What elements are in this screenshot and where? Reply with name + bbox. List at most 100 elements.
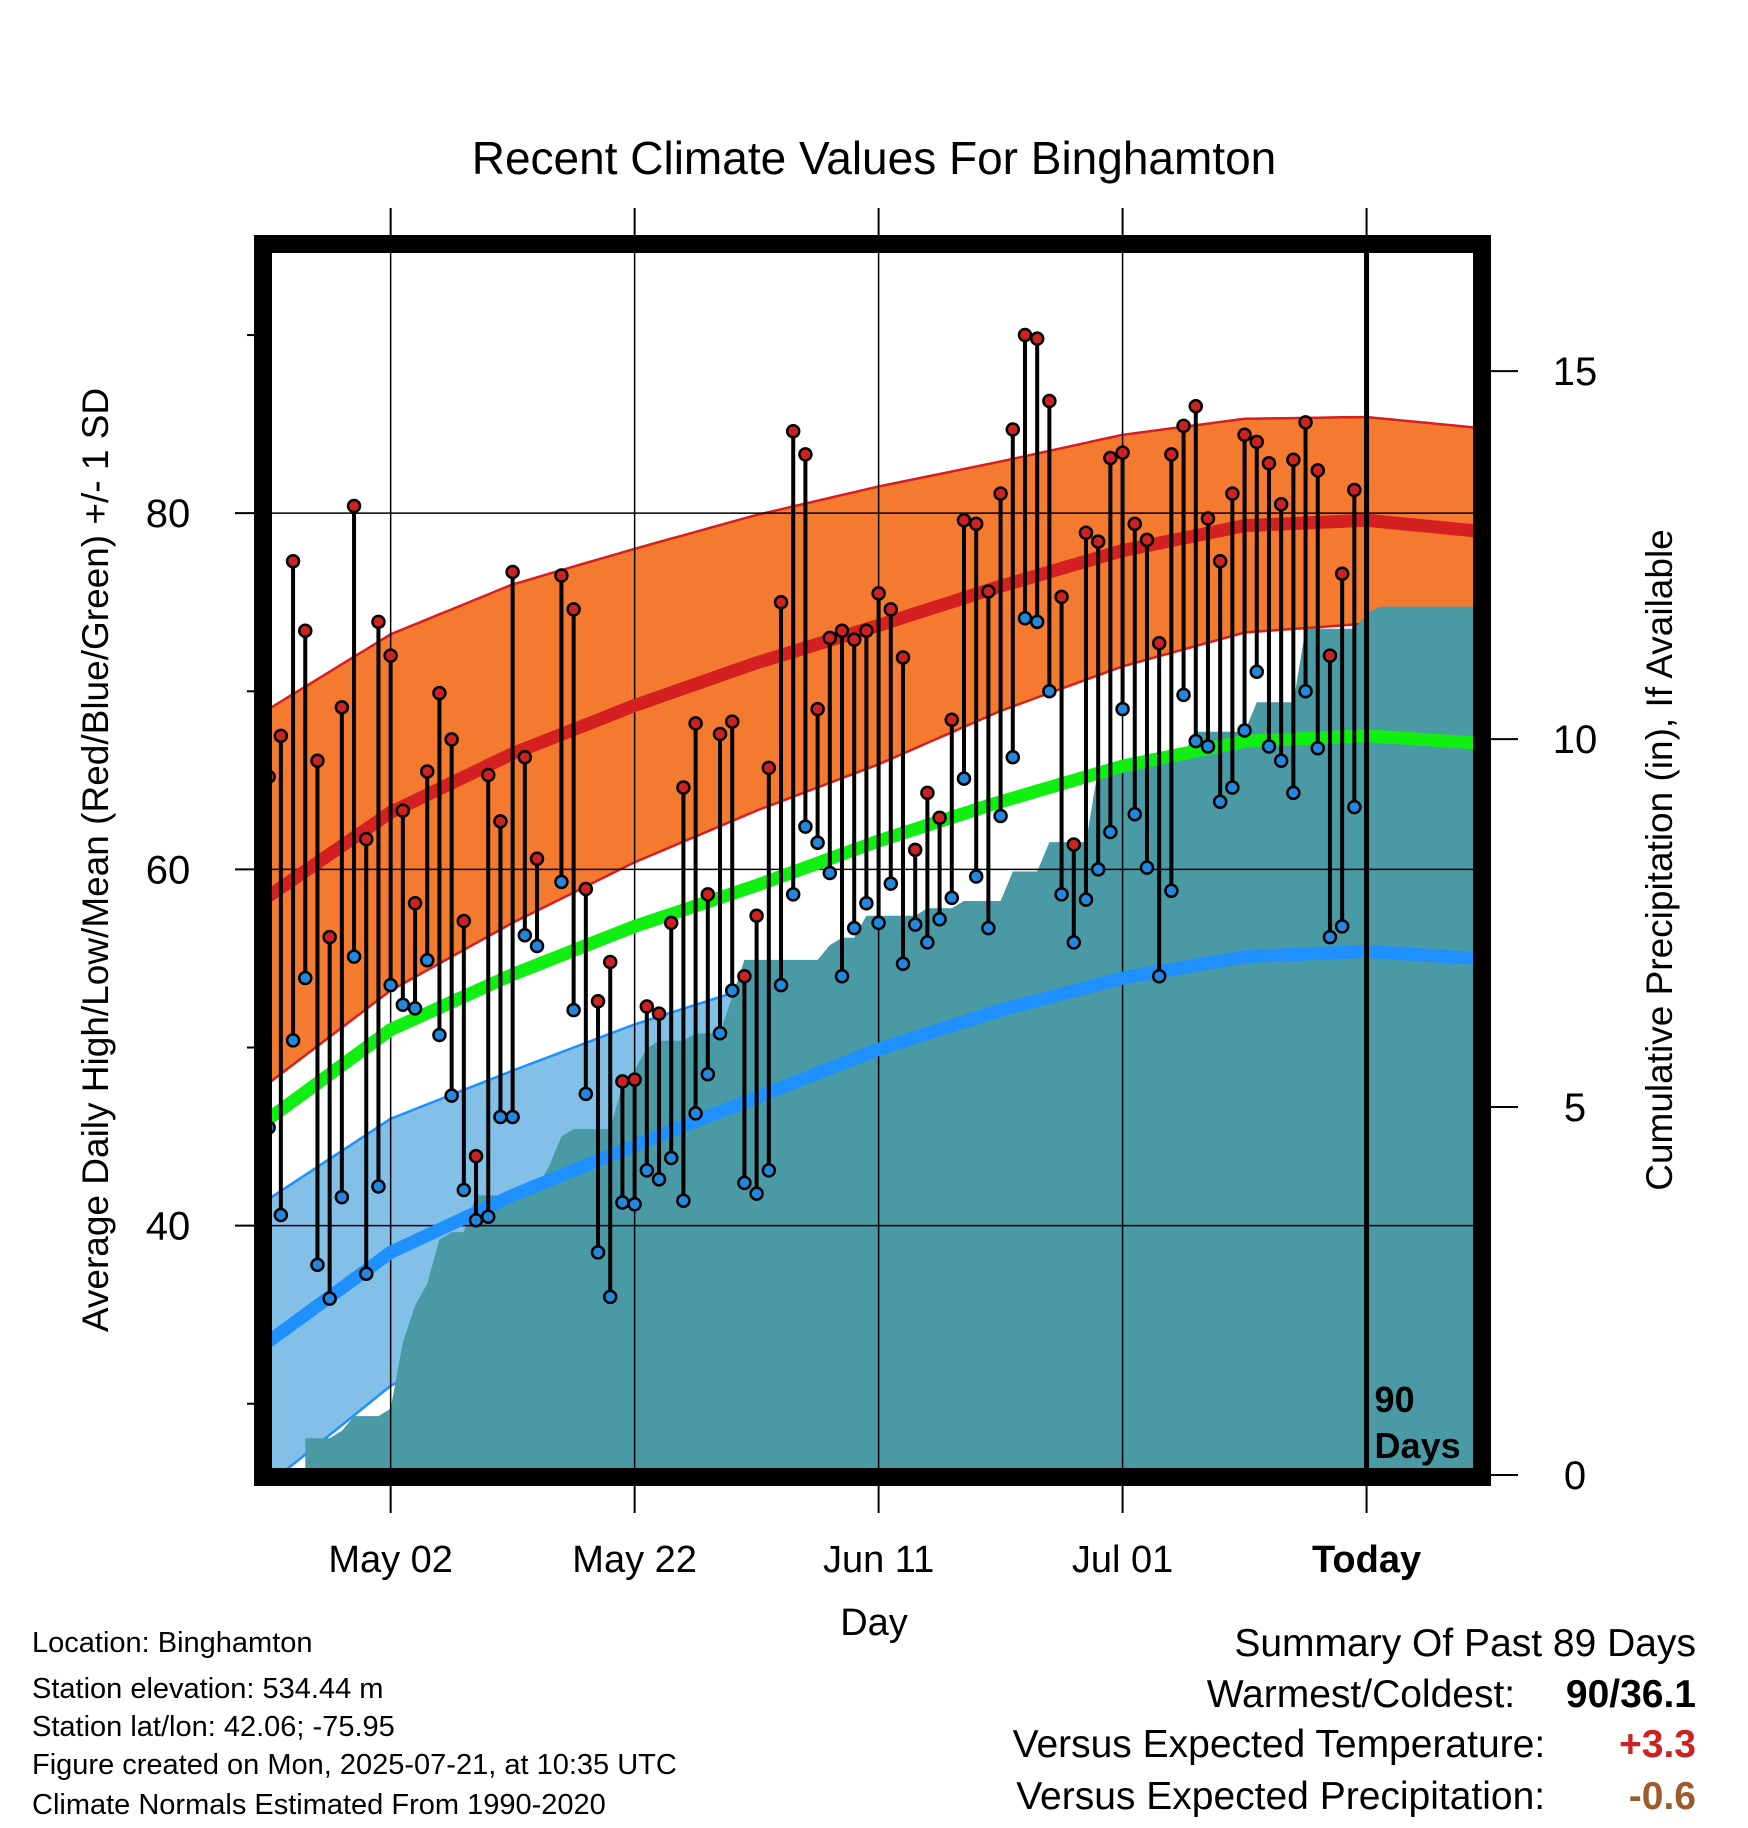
daily-high-point <box>1188 399 1204 414</box>
daily-high-point <box>1066 837 1082 852</box>
daily-low-point <box>798 819 813 834</box>
daily-low-point <box>810 835 825 850</box>
daily-low-point <box>529 938 545 954</box>
info-location: Location: Binghamton <box>32 1627 313 1659</box>
daily-low-point <box>383 977 398 993</box>
daily-high-point <box>1286 452 1301 467</box>
daily-high-point <box>1017 327 1033 343</box>
daily-high-point <box>419 764 435 779</box>
daily-low-point <box>1298 684 1313 699</box>
daily-low-point <box>1273 753 1289 769</box>
plot-frame <box>254 235 1491 1486</box>
daily-high-point <box>810 701 825 717</box>
daily-high-point <box>1054 589 1069 605</box>
daily-high-point <box>444 732 459 747</box>
daily-high-point <box>981 584 996 599</box>
daily-low-point <box>1115 701 1130 717</box>
daily-low-point <box>981 920 996 936</box>
daily-low-point <box>712 1026 728 1041</box>
daily-high-point <box>517 749 533 765</box>
daily-high-point <box>1139 532 1155 548</box>
summary-title: Summary Of Past 89 Days <box>1234 1622 1696 1665</box>
daily-high-point <box>273 728 289 744</box>
daily-high-point <box>578 881 594 897</box>
info-normals: Climate Normals Estimated From 1990-2020 <box>32 1789 606 1821</box>
daily-high-point <box>700 887 716 902</box>
daily-high-point <box>834 623 850 638</box>
daily-low-point <box>1066 935 1082 950</box>
summary-temp-label: Versus Expected Temperature: <box>1012 1723 1546 1766</box>
y-tick-label: 40 <box>146 1205 191 1249</box>
daily-high-point <box>1347 482 1362 498</box>
daily-high-point <box>310 753 325 769</box>
daily-low-point <box>1347 799 1362 815</box>
daily-low-point <box>956 771 972 786</box>
daily-high-point <box>822 630 838 646</box>
y2-axis-label: Cumulative Precipitation (in), If Availa… <box>1639 529 1680 1191</box>
info-elevation: Station elevation: 534.44 m <box>32 1673 384 1705</box>
daily-high-point <box>1090 534 1106 549</box>
daily-low-point <box>1334 919 1350 934</box>
daily-high-point <box>968 516 984 532</box>
daily-low-point <box>651 1172 667 1187</box>
daily-low-point <box>1127 806 1143 822</box>
daily-low-point <box>968 869 984 884</box>
daily-high-point <box>1334 566 1350 581</box>
today-days-unit: Days <box>1375 1425 1461 1466</box>
today-days-number: 90 <box>1375 1379 1415 1420</box>
daily-low-point <box>1249 664 1265 679</box>
daily-low-point <box>1200 739 1216 754</box>
daily-high-point <box>651 1006 667 1021</box>
info-latlon: Station lat/lon: 42.06; -75.95 <box>32 1711 395 1743</box>
daily-high-point <box>371 614 386 630</box>
daily-low-point <box>310 1257 325 1273</box>
daily-high-point <box>1237 427 1252 443</box>
daily-low-point <box>346 949 362 964</box>
daily-low-point <box>1042 684 1057 699</box>
daily-low-point <box>468 1213 484 1228</box>
daily-high-point <box>383 648 398 663</box>
daily-high-point <box>505 564 520 580</box>
daily-high-point <box>773 594 789 610</box>
daily-high-point <box>1042 393 1057 409</box>
daily-high-point <box>1103 450 1118 466</box>
daily-low-point <box>578 1086 594 1102</box>
summary-warmest-value: 90/36.1 <box>1565 1673 1696 1716</box>
daily-low-point <box>773 977 789 993</box>
daily-low-point <box>663 1150 679 1166</box>
daily-low-point <box>749 1186 764 1201</box>
daily-low-point <box>334 1189 350 1205</box>
daily-high-point <box>1261 456 1277 471</box>
daily-high-point <box>639 999 655 1014</box>
daily-high-point <box>602 954 618 970</box>
summary-warmest-label: Warmest/Coldest: <box>1206 1673 1516 1716</box>
summary-temp-value: +3.3 <box>1619 1723 1696 1766</box>
daily-high-point <box>566 602 581 617</box>
x-tick-label: Jul 01 <box>1072 1539 1173 1581</box>
daily-high-point <box>285 554 301 569</box>
chart-title: Recent Climate Values For Binghamton <box>472 132 1277 184</box>
daily-low-point <box>395 997 411 1013</box>
daily-high-point <box>1298 415 1313 430</box>
y-tick-label: 60 <box>146 848 191 892</box>
daily-low-point <box>1090 862 1106 877</box>
daily-high-point <box>1005 422 1021 437</box>
daily-low-point <box>688 1106 703 1121</box>
daily-low-point <box>846 920 862 936</box>
daily-high-point <box>688 716 703 731</box>
daily-high-point <box>493 814 508 829</box>
daily-low-point <box>505 1109 520 1125</box>
daily-low-point <box>1017 611 1033 626</box>
daily-high-point <box>1273 497 1289 512</box>
daily-low-point <box>298 970 313 986</box>
daily-low-point <box>724 983 740 998</box>
daily-high-point <box>712 726 728 742</box>
daily-high-point <box>468 1148 484 1164</box>
daily-low-point <box>895 956 911 972</box>
daily-low-point <box>517 928 533 943</box>
daily-high-point <box>1176 418 1191 434</box>
daily-low-point <box>285 1033 301 1048</box>
daily-high-point <box>1249 434 1265 450</box>
daily-high-point <box>1164 447 1179 462</box>
